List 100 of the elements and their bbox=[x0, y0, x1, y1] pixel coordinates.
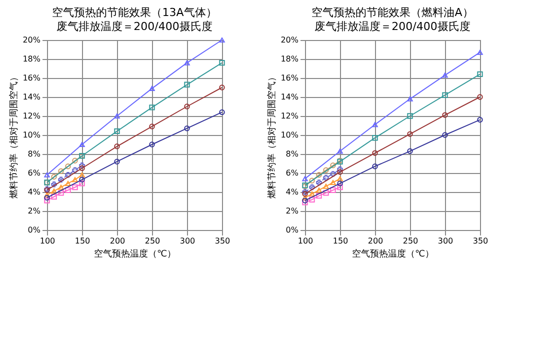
point bbox=[149, 104, 155, 110]
y-axis-title: 燃料节约率（相对于周围空气） bbox=[8, 72, 20, 198]
point bbox=[79, 162, 85, 168]
x-axis-title: 空气预热温度（℃） bbox=[94, 248, 176, 260]
point bbox=[51, 194, 57, 200]
point bbox=[65, 187, 71, 193]
point bbox=[79, 176, 85, 182]
point bbox=[330, 187, 336, 193]
point bbox=[407, 96, 413, 102]
point bbox=[65, 172, 71, 178]
y-tick-label: 6% bbox=[28, 168, 41, 178]
point bbox=[72, 184, 78, 190]
y-tick-label: 14% bbox=[22, 92, 41, 102]
x-tick-label: 100 bbox=[40, 236, 56, 246]
point bbox=[65, 180, 71, 186]
point bbox=[72, 167, 78, 173]
y-tick-label: 0% bbox=[286, 226, 299, 234]
point bbox=[407, 113, 413, 119]
point bbox=[219, 37, 225, 43]
y-tick-label: 18% bbox=[280, 54, 299, 64]
point bbox=[58, 176, 64, 182]
point bbox=[323, 190, 329, 196]
point bbox=[184, 104, 190, 110]
chart-subtitle: 废气排放温度＝200/400摄氏度 bbox=[314, 20, 470, 33]
point bbox=[149, 86, 155, 91]
point bbox=[184, 82, 190, 88]
point bbox=[407, 148, 413, 154]
point bbox=[114, 144, 120, 150]
point bbox=[51, 174, 57, 180]
y-tick-label: 18% bbox=[22, 54, 41, 64]
point bbox=[114, 158, 120, 164]
x-tick-label: 150 bbox=[332, 236, 348, 246]
x-tick-label: 150 bbox=[74, 236, 90, 246]
point bbox=[44, 198, 50, 204]
point bbox=[72, 158, 78, 164]
point bbox=[184, 126, 190, 132]
x-tick-label: 350 bbox=[472, 236, 488, 246]
point bbox=[302, 176, 308, 182]
x-tick-label: 250 bbox=[402, 236, 418, 246]
y-tick-label: 16% bbox=[22, 74, 41, 82]
chart-title: 空气预热的节能效果（13A气体） bbox=[52, 6, 217, 19]
point bbox=[79, 142, 85, 148]
point bbox=[309, 184, 315, 190]
y-tick-label: 10% bbox=[280, 130, 299, 140]
point bbox=[330, 162, 336, 168]
point bbox=[442, 72, 448, 78]
y-tick-label: 2% bbox=[28, 206, 41, 216]
point bbox=[114, 113, 120, 119]
point bbox=[149, 142, 155, 148]
y-tick-label: 20% bbox=[280, 36, 299, 44]
point bbox=[184, 60, 190, 66]
x-tick-label: 300 bbox=[438, 236, 454, 246]
point bbox=[58, 168, 64, 174]
point bbox=[372, 135, 378, 141]
point bbox=[372, 150, 378, 156]
x-axis-title: 空气预热温度（℃） bbox=[352, 248, 434, 260]
point bbox=[114, 128, 120, 134]
y-tick-label: 6% bbox=[286, 168, 299, 178]
point bbox=[79, 172, 85, 178]
point bbox=[407, 131, 413, 137]
y-tick-label: 8% bbox=[286, 150, 299, 158]
point bbox=[219, 60, 225, 66]
point bbox=[337, 180, 343, 186]
y-tick-label: 8% bbox=[28, 150, 41, 158]
point bbox=[372, 164, 378, 170]
point bbox=[65, 164, 71, 170]
x-tick-label: 100 bbox=[298, 236, 314, 246]
point bbox=[337, 169, 343, 175]
point bbox=[309, 191, 315, 196]
point bbox=[442, 132, 448, 138]
point bbox=[323, 167, 329, 173]
y-tick-label: 0% bbox=[28, 226, 41, 234]
point bbox=[323, 184, 329, 189]
y-tick-label: 4% bbox=[286, 188, 299, 196]
y-tick-label: 12% bbox=[22, 112, 41, 120]
x-tick-label: 200 bbox=[110, 236, 126, 246]
y-tick-label: 10% bbox=[22, 130, 41, 140]
point bbox=[58, 190, 64, 196]
point bbox=[316, 188, 322, 193]
point bbox=[316, 180, 322, 186]
x-tick-label: 350 bbox=[214, 236, 230, 246]
point bbox=[337, 184, 343, 190]
point bbox=[72, 177, 78, 182]
y-tick-label: 20% bbox=[22, 36, 41, 44]
point bbox=[477, 50, 483, 55]
x-tick-label: 200 bbox=[368, 236, 384, 246]
chart-title: 空气预热的节能效果（燃料油A） bbox=[312, 6, 474, 19]
x-tick-label: 250 bbox=[144, 236, 160, 246]
chart-subtitle: 废气排放温度＝200/400摄氏度 bbox=[56, 20, 212, 33]
point bbox=[442, 112, 448, 118]
y-axis-title: 燃料节约率（相对于周围空气） bbox=[266, 72, 278, 198]
point bbox=[330, 180, 336, 186]
point bbox=[316, 192, 322, 199]
y-tick-label: 14% bbox=[280, 92, 299, 102]
point bbox=[309, 196, 315, 202]
point bbox=[51, 188, 57, 194]
point bbox=[79, 180, 85, 186]
point bbox=[330, 171, 336, 177]
y-tick-label: 12% bbox=[280, 112, 299, 120]
y-tick-label: 2% bbox=[286, 206, 299, 216]
